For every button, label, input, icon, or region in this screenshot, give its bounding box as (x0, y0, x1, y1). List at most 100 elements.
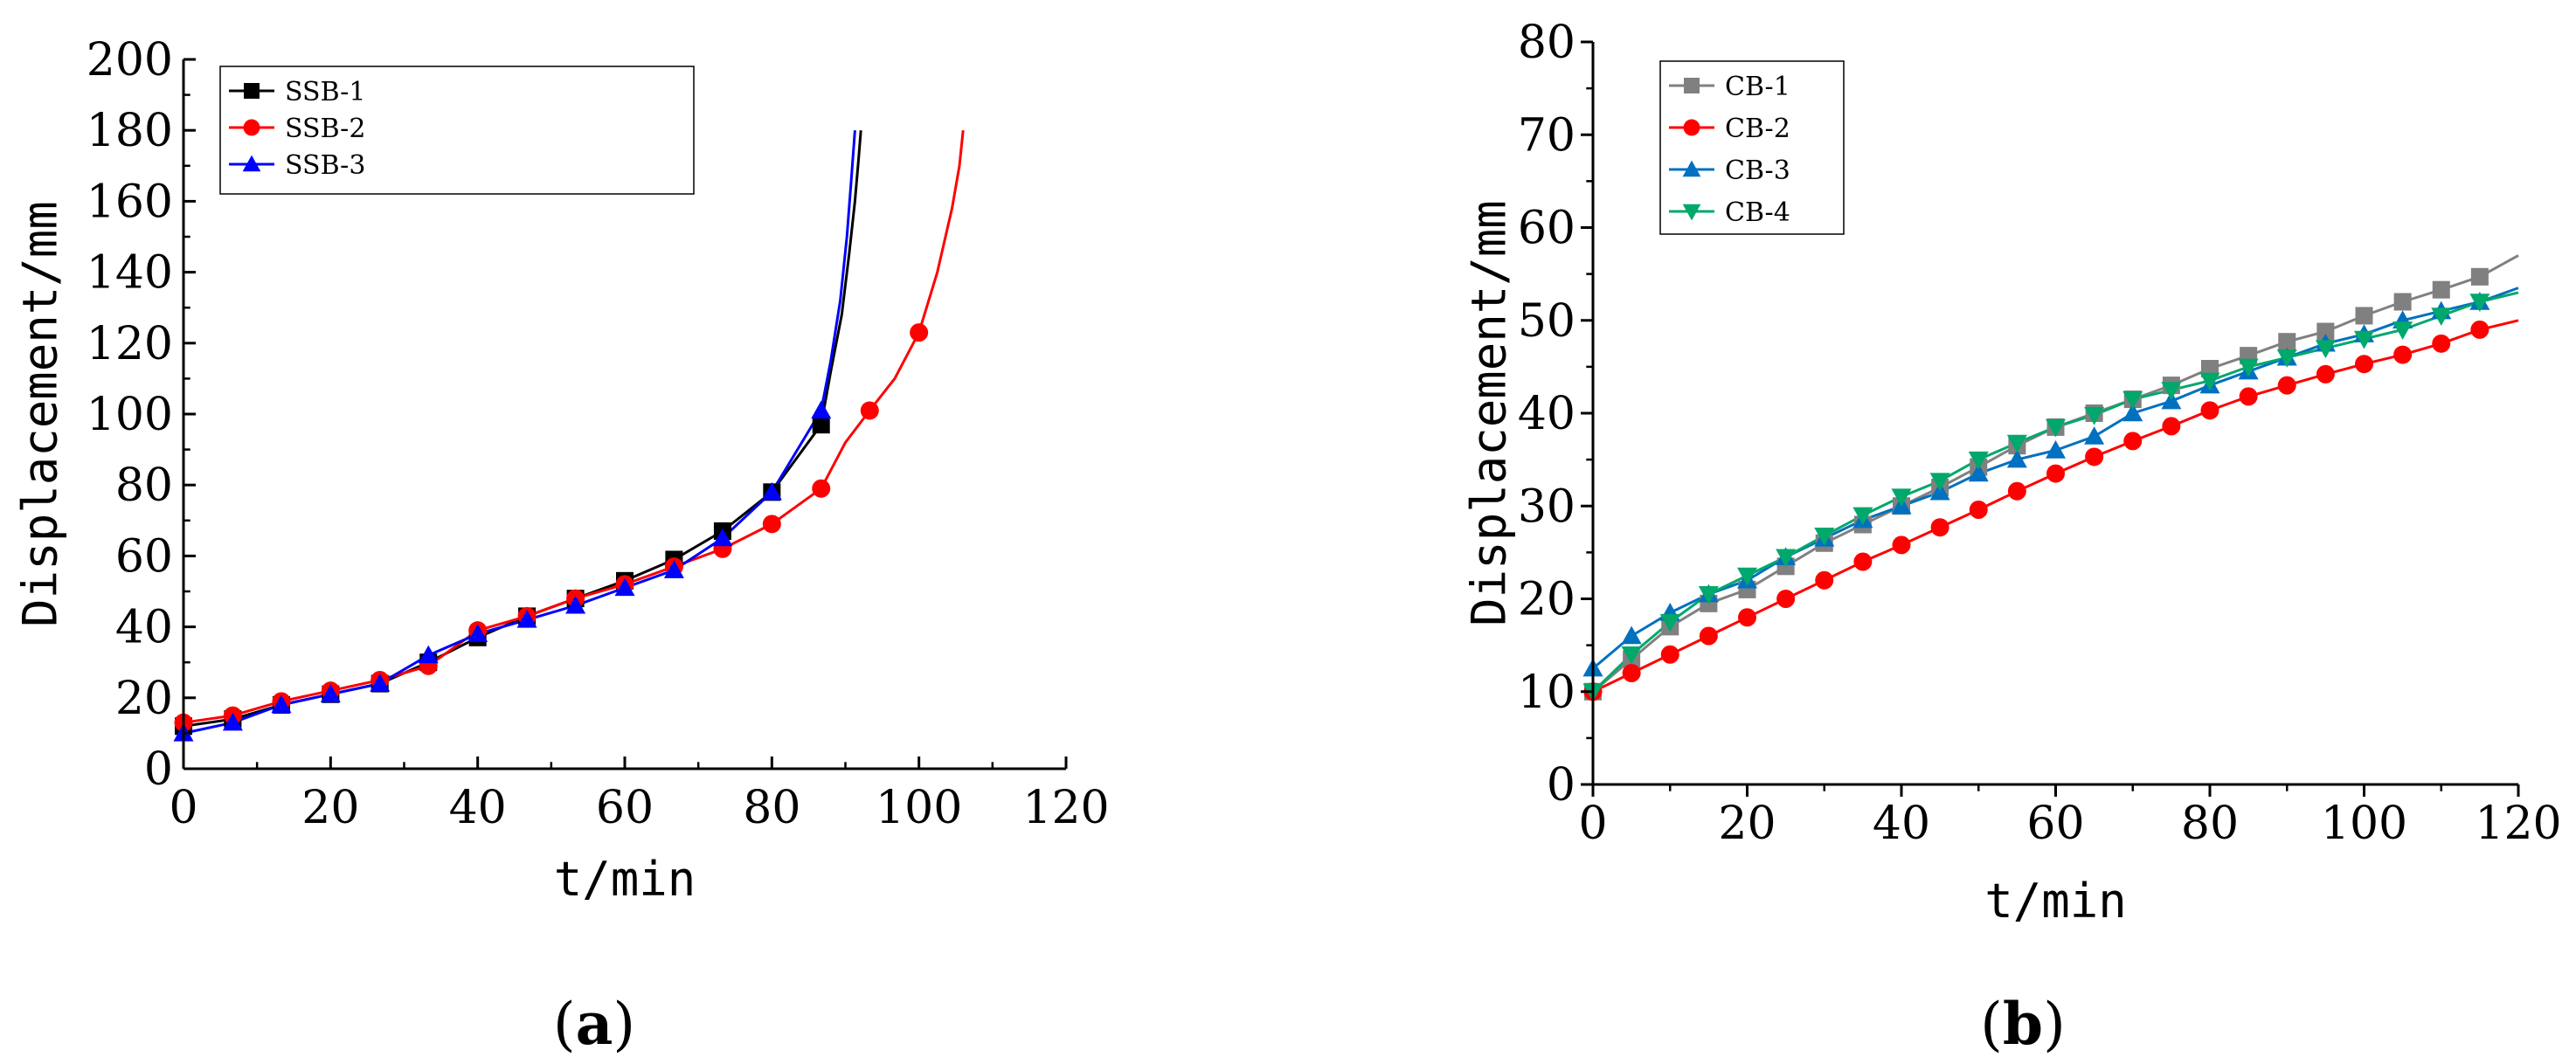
chart-b-x-ticks: 0 20 40 60 80 100 120 (1578, 784, 2562, 850)
data-point-cb-1 (2278, 333, 2296, 351)
legend-box (219, 66, 695, 195)
legend-label-ssb-1: SSB-1 (285, 77, 365, 107)
y-tick-label: 70 (1518, 109, 1575, 162)
data-point-cb-1 (2393, 293, 2412, 311)
data-point-cb-4 (1737, 567, 1757, 586)
data-point-ssb-2 (812, 479, 831, 498)
data-point-cb-3 (2122, 403, 2143, 422)
y-tick-label: 0 (1547, 759, 1575, 812)
series-line-cb-2 (1592, 319, 2519, 694)
data-point-cb-4 (1698, 585, 1719, 605)
data-point-ssb-3 (663, 560, 684, 578)
data-point-ssb-3 (614, 577, 635, 597)
data-point-cb-1 (2470, 267, 2489, 286)
series-line-ssb-1 (183, 130, 862, 728)
data-point-cb-2 (2470, 320, 2489, 339)
data-point-ssb-3 (271, 694, 292, 714)
data-point-cb-3 (1621, 625, 1642, 645)
x-tick-label: 0 (1578, 798, 1607, 850)
legend-swatch-marker (1682, 160, 1701, 177)
data-point-cb-2 (1776, 590, 1796, 608)
data-point-cb-3 (1968, 463, 1989, 482)
data-point-cb-4 (1776, 549, 1797, 568)
data-point-cb-4 (2431, 307, 2452, 326)
data-point-cb-4 (2161, 382, 2182, 400)
y-tick-label: 40 (115, 602, 173, 654)
y-tick-label: 30 (1518, 480, 1575, 533)
data-point-cb-4 (1621, 646, 1642, 665)
data-point-cb-2 (1969, 501, 1988, 519)
data-point-cb-3 (1929, 481, 1950, 501)
data-point-ssb-3 (761, 481, 782, 501)
chart-b-y-ticks: 0 10 20 30 40 50 60 70 80 (1518, 17, 1593, 812)
chart-b-legend: CB-1 CB-2 CB-3 CB-4 (1659, 60, 1845, 235)
data-point-cb-4 (1929, 473, 1950, 492)
data-point-cb-2 (1815, 570, 1834, 590)
y-tick-label: 20 (115, 673, 173, 725)
data-point-cb-2 (1660, 645, 1679, 664)
data-point-cb-2 (2007, 481, 2026, 501)
x-tick-label: 100 (876, 782, 962, 834)
data-point-cb-4 (1891, 488, 1912, 508)
data-point-cb-3 (2046, 440, 2066, 459)
data-point-cb-1 (2355, 307, 2373, 325)
data-point-ssb-3 (712, 528, 733, 547)
data-point-cb-4 (1852, 507, 1873, 526)
data-point-ssb-2 (762, 515, 781, 534)
chart-b-y-axis-title: Displacement/mm (1462, 200, 1517, 626)
legend-label-cb-2: CB-2 (1725, 114, 1790, 144)
data-point-cb-2 (2316, 364, 2335, 383)
panel-b-label: (b) (1980, 990, 2066, 1058)
data-point-ssb-3 (516, 609, 537, 628)
y-tick-label: 20 (1518, 574, 1575, 626)
data-point-cb-2 (2432, 334, 2451, 353)
data-point-cb-2 (1622, 664, 1641, 682)
data-point-ssb-3 (370, 674, 391, 692)
legend-swatch-marker (1682, 204, 1701, 221)
data-point-ssb-3 (320, 684, 341, 702)
legend-swatch-marker (244, 83, 260, 99)
y-tick-label: 40 (1518, 388, 1575, 440)
data-point-cb-2 (2277, 376, 2296, 395)
x-tick-label: 60 (596, 782, 654, 834)
panel-b-letter: b (2003, 990, 2043, 1058)
y-tick-label: 180 (87, 105, 173, 157)
y-tick-label: 120 (87, 318, 173, 370)
y-tick-label: 50 (1518, 295, 1575, 348)
chart-b-series-markers (1582, 267, 2490, 702)
data-point-cb-4 (2238, 358, 2259, 377)
data-point-cb-4 (2276, 349, 2297, 368)
legend-swatch-marker (1684, 78, 1700, 93)
chart-a-y-ticks: 0 20 40 60 80 100 120 140 160 180 200 (87, 34, 196, 796)
data-point-cb-4 (1659, 613, 1680, 632)
data-point-cb-1 (2316, 322, 2335, 341)
y-tick-label: 100 (87, 389, 173, 441)
data-point-cb-4 (2315, 340, 2336, 359)
data-point-cb-2 (1930, 518, 1949, 537)
data-point-cb-2 (2162, 417, 2181, 436)
series-line-ssb-2 (183, 130, 965, 724)
data-point-cb-4 (2392, 321, 2413, 340)
legend-label-ssb-3: SSB-3 (285, 150, 365, 181)
legend-label-cb-3: CB-3 (1725, 155, 1790, 186)
x-tick-label: 40 (449, 782, 507, 834)
data-point-cb-2 (1892, 535, 1911, 555)
x-tick-label: 40 (1873, 798, 1930, 850)
y-tick-label: 80 (115, 459, 173, 512)
data-point-cb-4 (2199, 372, 2220, 391)
x-tick-label: 0 (169, 782, 197, 834)
data-point-ssb-2 (910, 323, 929, 342)
y-tick-label: 80 (1518, 17, 1575, 69)
chart-a-x-axis-title: t/min (554, 852, 696, 907)
data-point-cb-2 (2393, 345, 2413, 364)
x-tick-label: 20 (1718, 798, 1776, 850)
x-tick-label: 20 (301, 782, 359, 834)
chart-a-series-markers (173, 323, 929, 742)
y-tick-label: 200 (87, 34, 173, 86)
x-tick-label: 120 (1022, 782, 1109, 834)
data-point-cb-4 (2084, 406, 2105, 425)
data-point-cb-2 (2085, 447, 2104, 466)
chart-a-x-ticks: 0 20 40 60 80 100 120 (169, 757, 1110, 834)
data-point-ssb-3 (467, 624, 488, 642)
